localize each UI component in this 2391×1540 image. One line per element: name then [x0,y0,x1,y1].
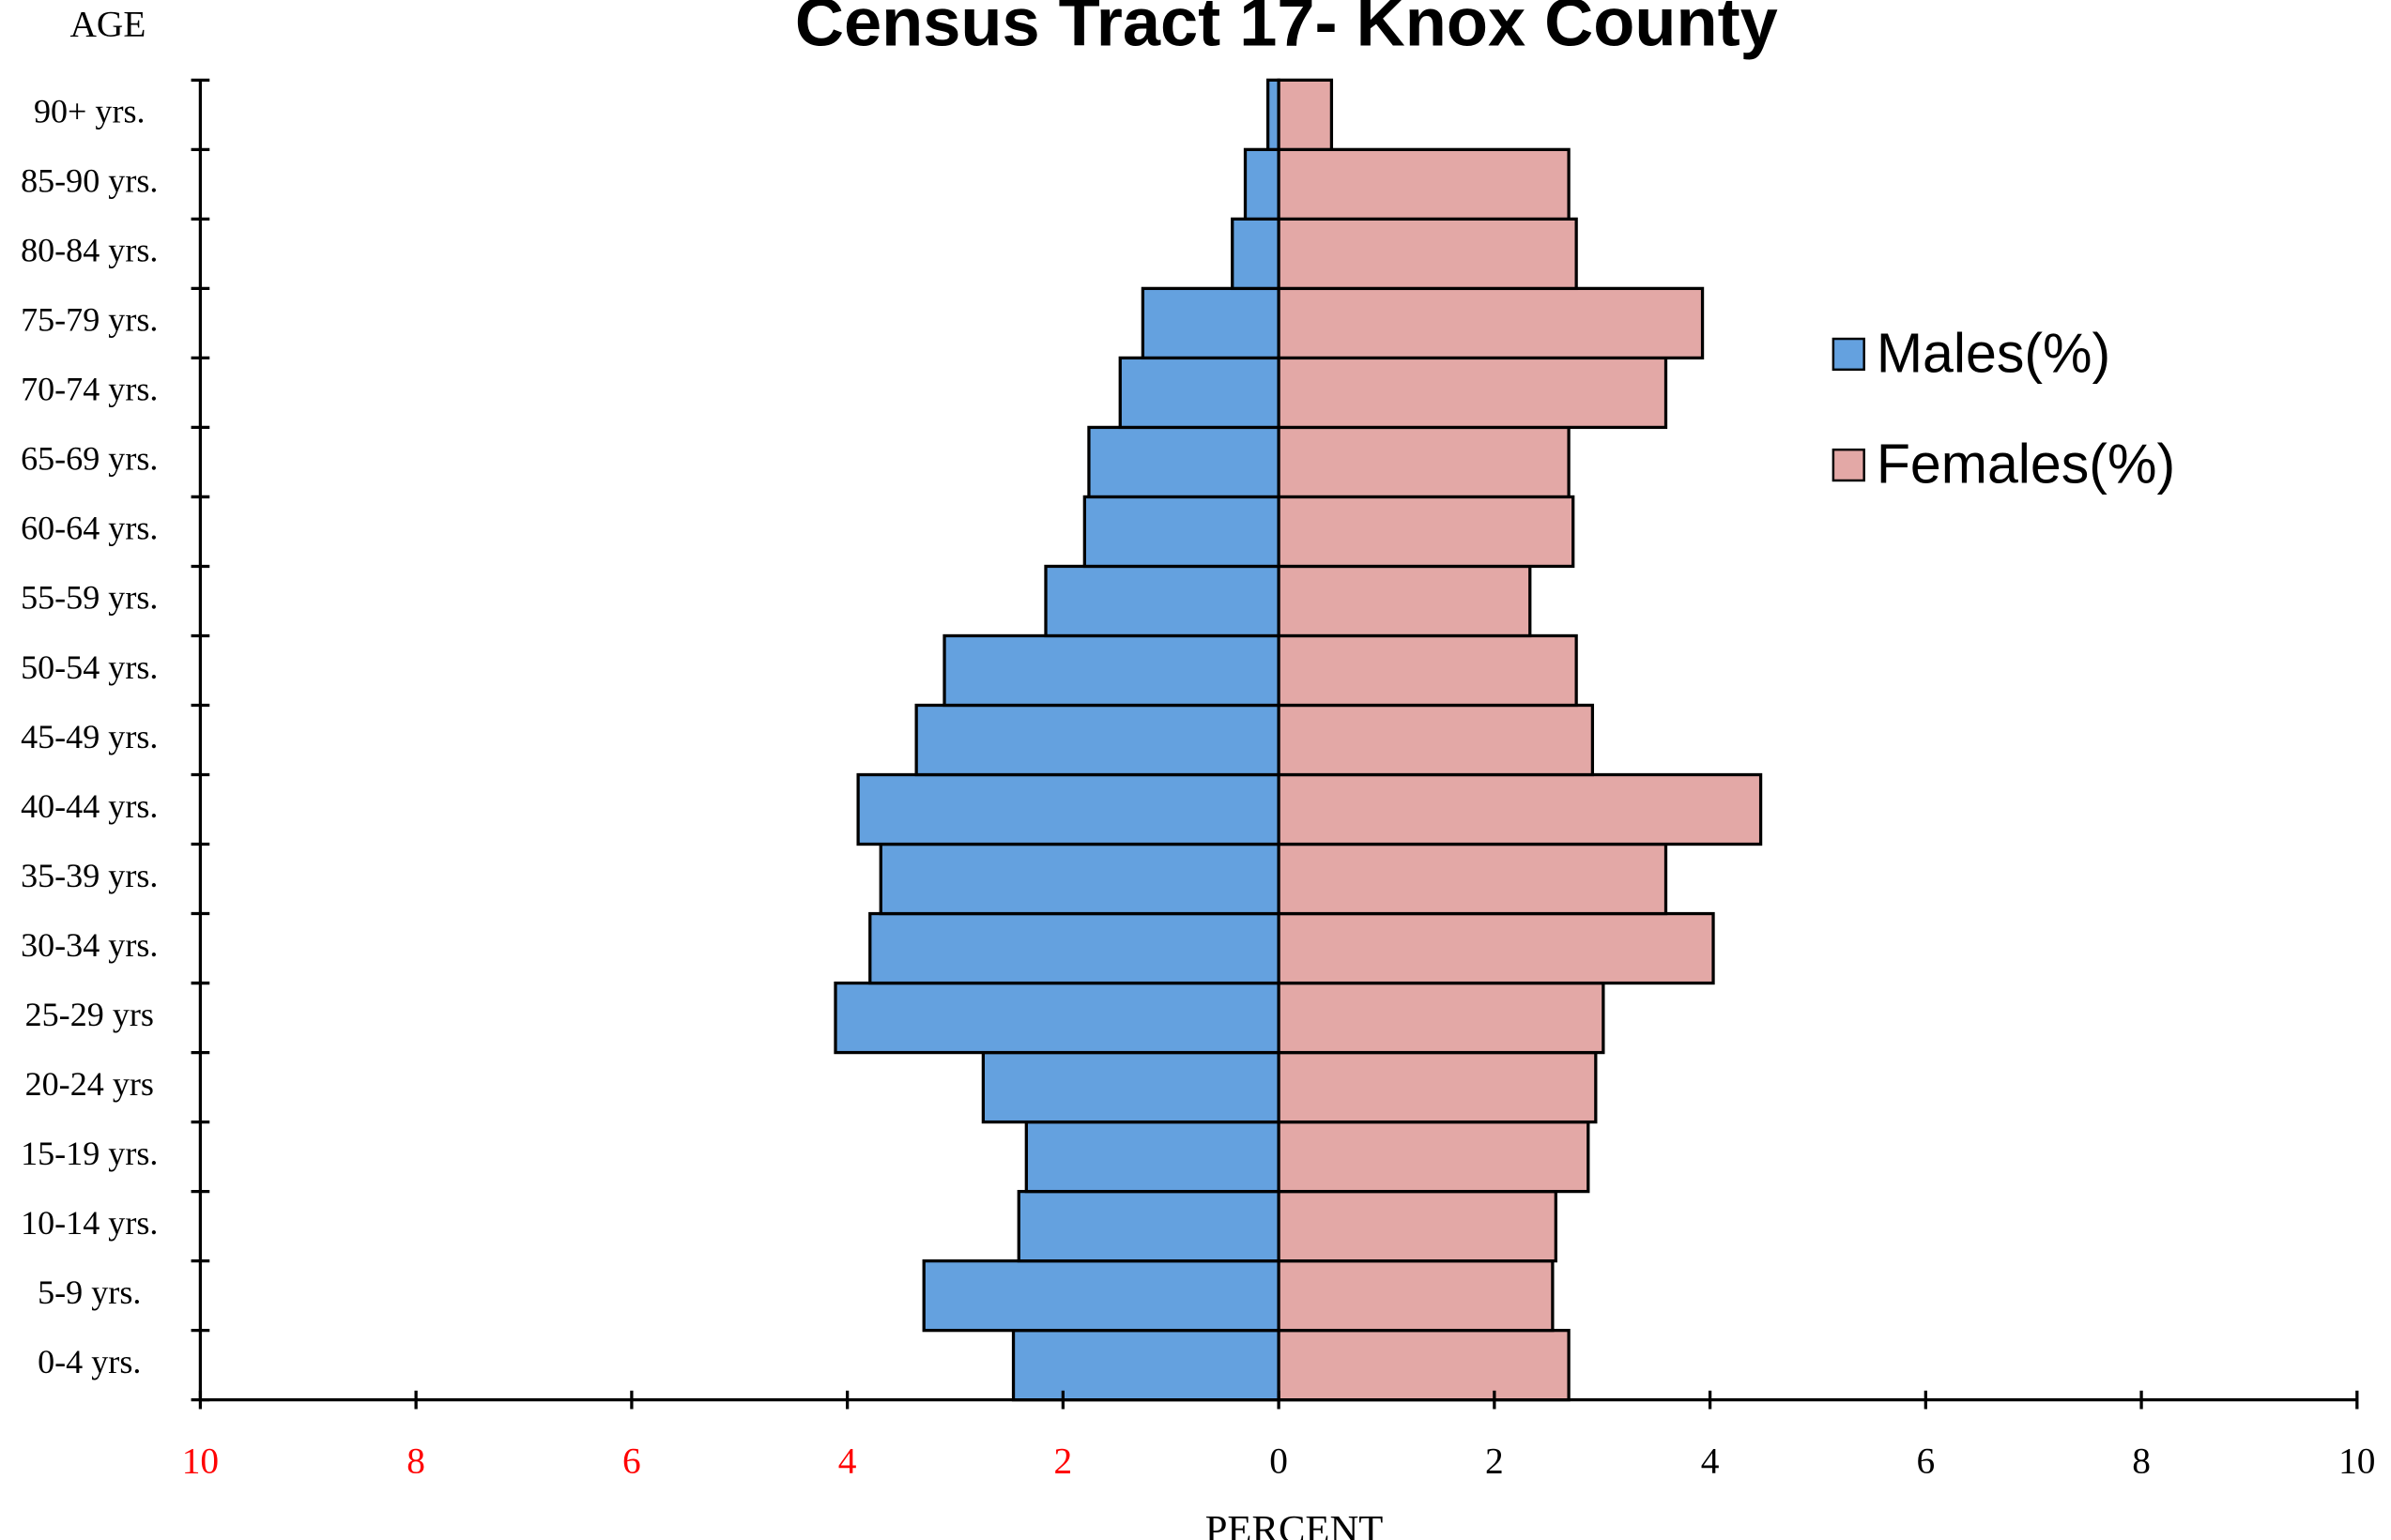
x-tick-label: 2 [1485,1441,1504,1482]
bar [914,703,1280,777]
x-tick-label: 4 [838,1441,857,1482]
bar [1243,147,1280,221]
y-tick-label: 65-69 yrs. [21,440,158,478]
y-tick-label: 15-19 yrs. [21,1135,158,1172]
bar [1277,1050,1598,1124]
bar [1044,564,1280,638]
bar [1277,633,1578,708]
bar [1277,217,1578,291]
bar [1277,911,1715,985]
x-tick-label: 2 [1054,1441,1073,1482]
bar [1024,1120,1280,1194]
y-tick-label: 25-29 yrs [25,996,154,1033]
x-tick-label: 4 [1701,1441,1720,1482]
y-tick-label: 90+ yrs. [34,93,146,130]
legend-swatch [1832,448,1865,482]
bar [1231,217,1280,291]
y-tick-label: 30-34 yrs. [21,926,158,964]
bar [1277,425,1571,499]
bar [1082,495,1280,569]
y-tick-label: 75-79 yrs. [21,301,158,339]
y-tick-label: 55-59 yrs. [21,579,158,617]
bar [1087,425,1280,499]
x-tick-label: 0 [1269,1441,1288,1482]
bar [879,842,1280,916]
y-tick-label: 40-44 yrs. [21,787,158,825]
y-tick-label: 60-64 yrs. [21,510,158,547]
y-tick-label: 0-4 yrs. [38,1343,141,1380]
bar [981,1050,1280,1124]
bar [1277,842,1668,916]
bar [1141,286,1280,360]
bar [1277,564,1532,638]
bar [856,772,1280,846]
bar [1017,1189,1280,1263]
bar [1265,78,1280,151]
chart-title: Census Tract 17- Knox County [795,0,1778,61]
bar [1277,1120,1590,1194]
y-tick-label: 70-74 yrs. [21,371,158,408]
x-tick-label: 8 [406,1441,425,1482]
bar [1277,286,1705,360]
y-tick-label: 10-14 yrs. [21,1204,158,1242]
y-tick-label: 45-49 yrs. [21,718,158,755]
x-tick-label: 10 [2338,1441,2375,1482]
y-tick-label: 50-54 yrs. [21,648,158,686]
y-tick-label: 20-24 yrs [25,1065,154,1103]
legend-label: Males(%) [1877,322,2110,384]
bar [1277,147,1571,221]
bar [1011,1329,1280,1402]
y-tick-label: 5-9 yrs. [38,1273,141,1311]
x-tick-label: 8 [2132,1441,2151,1482]
x-tick-label: 6 [1916,1441,1935,1482]
x-axis-label: PERCENT [1205,1508,1384,1540]
bar [1277,1258,1555,1333]
bar [1277,1329,1571,1402]
y-tick-label: 35-39 yrs. [21,857,158,894]
x-tick-label: 10 [182,1441,219,1482]
bar [1118,356,1280,430]
bar [1277,1189,1557,1263]
bar [1277,495,1575,569]
bar [1277,356,1668,430]
bar [1277,772,1763,846]
bar [943,633,1280,708]
bar [1277,78,1334,151]
legend-swatch [1832,337,1865,372]
bar [1277,703,1595,777]
legend-label: Females(%) [1877,433,2175,495]
bar [868,911,1280,985]
y-tick-label: 85-90 yrs. [21,162,158,200]
bar [834,981,1280,1055]
x-tick-label: 6 [622,1441,641,1482]
bar [922,1258,1280,1333]
bar [1277,981,1605,1055]
y-tick-label: 80-84 yrs. [21,232,158,269]
y-axis-label: AGE [69,4,146,45]
